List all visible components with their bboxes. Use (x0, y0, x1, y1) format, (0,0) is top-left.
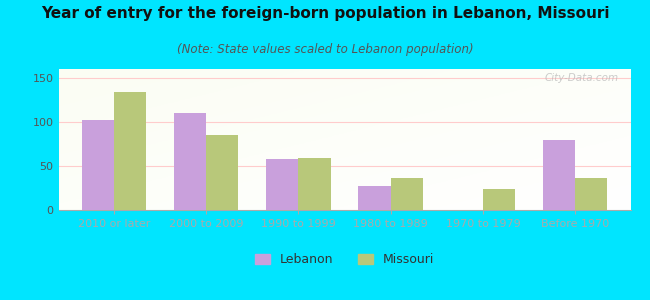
Bar (575, 178, 608, 210)
Text: Year of entry for the foreign-born population in Lebanon, Missouri: Year of entry for the foreign-born popul… (41, 6, 609, 21)
Bar (174, 113, 206, 210)
Bar (298, 158, 331, 210)
Bar (391, 178, 423, 210)
Bar (543, 140, 575, 210)
Bar (114, 92, 146, 210)
Bar (206, 135, 239, 210)
Text: City-Data.com: City-Data.com (545, 73, 619, 83)
Legend: Lebanon, Missouri: Lebanon, Missouri (250, 248, 439, 272)
Bar (358, 186, 391, 210)
Bar (81, 120, 114, 210)
Text: (Note: State values scaled to Lebanon population): (Note: State values scaled to Lebanon po… (177, 44, 473, 56)
Bar (483, 189, 515, 210)
Bar (266, 159, 298, 210)
